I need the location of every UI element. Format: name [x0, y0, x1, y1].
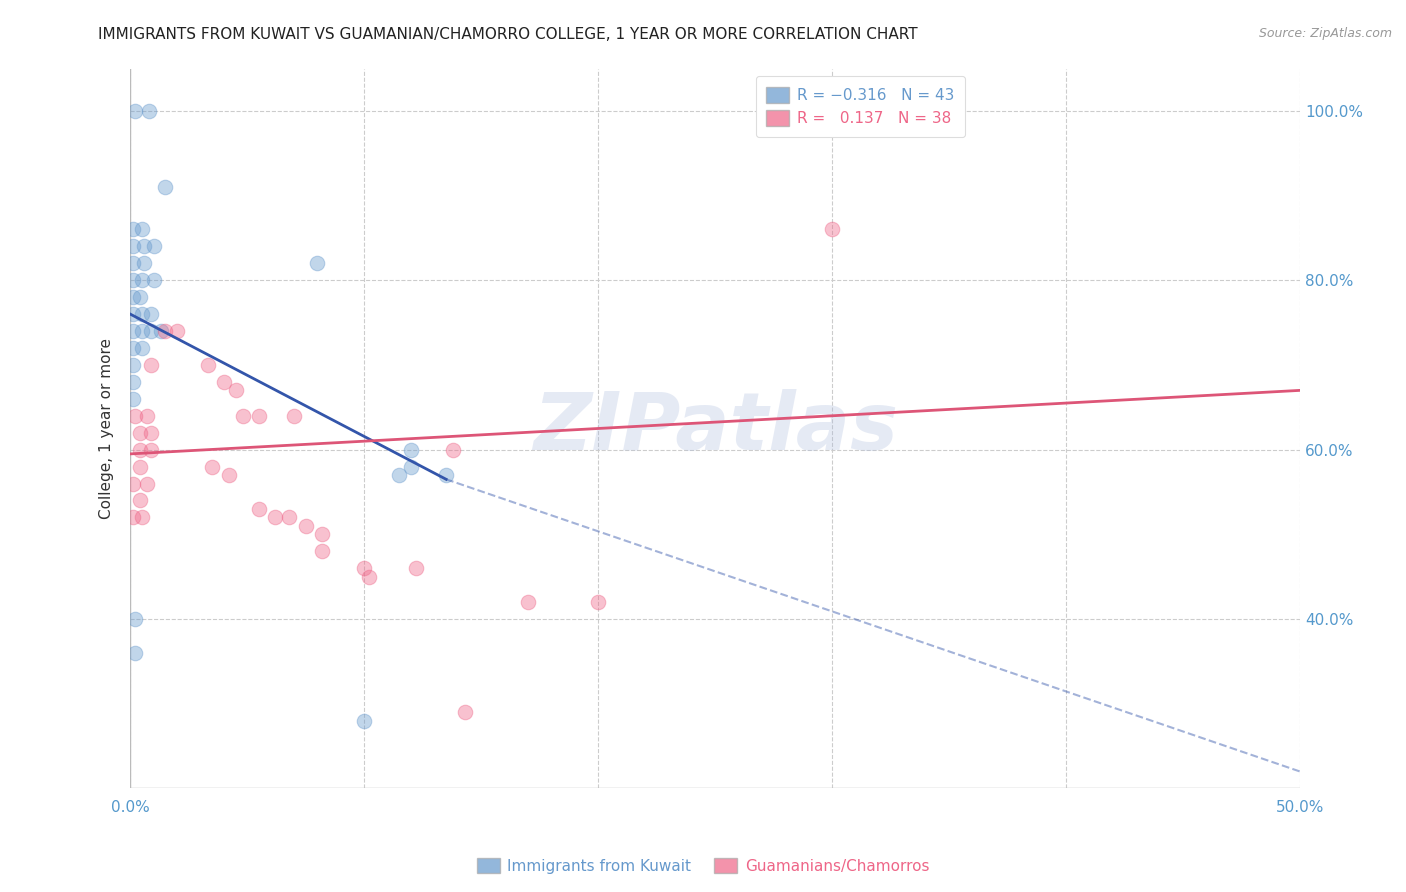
Point — [134, 256, 156, 270]
Point — [131, 273, 153, 287]
Point — [247, 502, 270, 516]
Point — [155, 324, 177, 338]
Point — [135, 409, 157, 423]
Y-axis label: College, 1 year or more: College, 1 year or more — [100, 338, 114, 519]
Point — [121, 307, 143, 321]
Point — [821, 222, 844, 236]
Point — [131, 341, 153, 355]
Point — [294, 519, 316, 533]
Point — [121, 273, 143, 287]
Point — [405, 561, 427, 575]
Point — [311, 527, 333, 541]
Point — [247, 409, 270, 423]
Point — [121, 222, 143, 236]
Point — [121, 324, 143, 338]
Point — [278, 510, 301, 524]
Text: Source: ZipAtlas.com: Source: ZipAtlas.com — [1258, 27, 1392, 40]
Text: IMMIGRANTS FROM KUWAIT VS GUAMANIAN/CHAMORRO COLLEGE, 1 YEAR OR MORE CORRELATION: IMMIGRANTS FROM KUWAIT VS GUAMANIAN/CHAM… — [98, 27, 918, 42]
Point — [124, 612, 146, 626]
Point — [121, 476, 143, 491]
Point — [353, 714, 375, 728]
Point — [124, 646, 146, 660]
Point — [141, 358, 163, 372]
Point — [218, 468, 240, 483]
Point — [128, 442, 150, 457]
Point — [121, 510, 143, 524]
Point — [586, 595, 609, 609]
Point — [121, 392, 143, 406]
Point — [166, 324, 188, 338]
Point — [225, 384, 247, 398]
Point — [141, 307, 163, 321]
Point — [134, 239, 156, 253]
Legend: Immigrants from Kuwait, Guamanians/Chamorros: Immigrants from Kuwait, Guamanians/Chamo… — [471, 852, 935, 880]
Point — [155, 180, 177, 194]
Point — [135, 476, 157, 491]
Point — [128, 459, 150, 474]
Point — [131, 510, 153, 524]
Point — [149, 324, 172, 338]
Point — [121, 341, 143, 355]
Text: ZIPatlas: ZIPatlas — [533, 390, 897, 467]
Point — [128, 425, 150, 440]
Point — [138, 103, 160, 118]
Point — [124, 409, 146, 423]
Point — [131, 307, 153, 321]
Point — [212, 375, 235, 389]
Point — [141, 425, 163, 440]
Point — [121, 256, 143, 270]
Point — [142, 273, 165, 287]
Point — [232, 409, 254, 423]
Point — [399, 459, 422, 474]
Point — [197, 358, 219, 372]
Point — [128, 493, 150, 508]
Point — [121, 290, 143, 304]
Point — [141, 324, 163, 338]
Point — [131, 222, 153, 236]
Point — [388, 468, 411, 483]
Point — [283, 409, 305, 423]
Point — [121, 239, 143, 253]
Point — [399, 442, 422, 457]
Point — [121, 358, 143, 372]
Point — [264, 510, 287, 524]
Point — [128, 290, 150, 304]
Legend: R = −0.316   N = 43, R =   0.137   N = 38: R = −0.316 N = 43, R = 0.137 N = 38 — [755, 76, 965, 137]
Point — [141, 442, 163, 457]
Point — [121, 375, 143, 389]
Point — [517, 595, 540, 609]
Point — [124, 103, 146, 118]
Point — [353, 561, 375, 575]
Point — [454, 705, 477, 719]
Point — [311, 544, 333, 558]
Point — [441, 442, 464, 457]
Point — [131, 324, 153, 338]
Point — [201, 459, 224, 474]
Point — [307, 256, 329, 270]
Point — [357, 570, 380, 584]
Point — [142, 239, 165, 253]
Point — [434, 468, 457, 483]
